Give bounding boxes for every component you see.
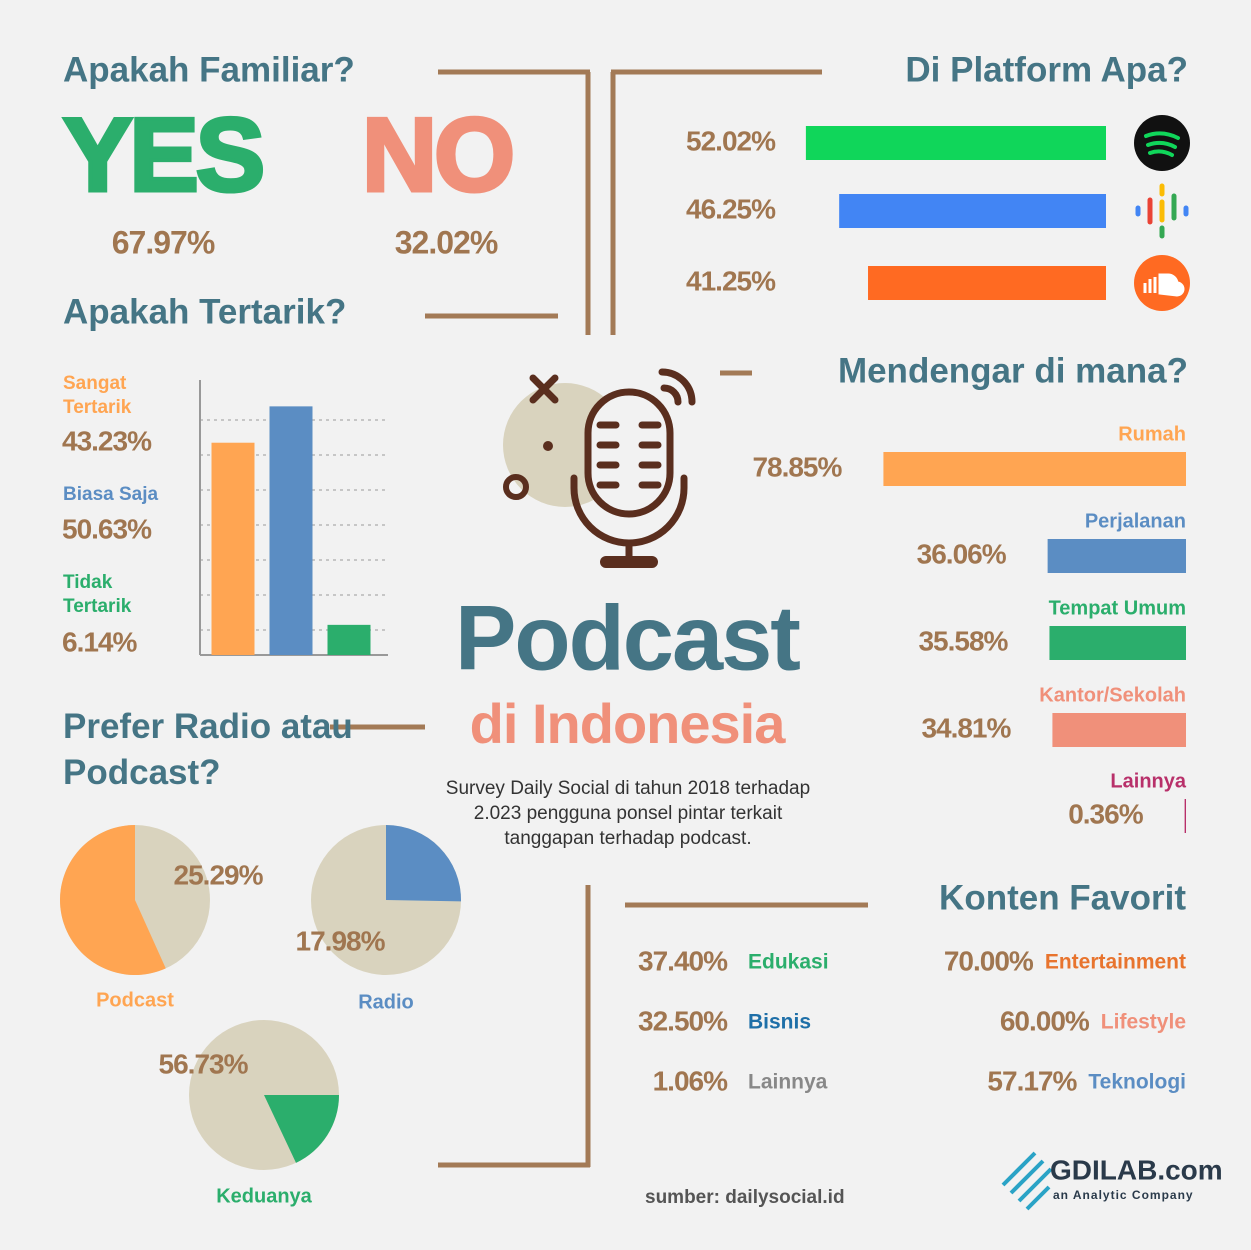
- bar: [805, 126, 1106, 160]
- section-title: Prefer Radio atau Podcast?: [63, 707, 353, 792]
- bar: [1184, 799, 1186, 833]
- value-label: 37.40%: [638, 945, 728, 976]
- microphone-illustration: [503, 368, 696, 568]
- logo-mark: [1001, 1151, 1053, 1211]
- bar: [211, 442, 255, 655]
- category-label: Sangat Tertarik: [63, 373, 132, 418]
- category-label: Rumah: [1118, 423, 1186, 445]
- logo-name: GDILAB.com: [1050, 1154, 1223, 1185]
- value-label: 57.17%: [987, 1065, 1077, 1096]
- category-label: Keduanya: [216, 1185, 312, 1207]
- value-label: 36.06%: [917, 538, 1007, 569]
- pie-slice: [264, 1095, 339, 1163]
- soundcloud-icon: [1134, 255, 1190, 311]
- value-label: 6.14%: [62, 626, 137, 657]
- category-label: Tidak Tertarik: [63, 572, 132, 617]
- category-label: Radio: [358, 991, 414, 1013]
- value-label: 32.02%: [395, 224, 498, 260]
- value-label: 52.02%: [686, 125, 776, 156]
- category-label: Teknologi: [1088, 1071, 1186, 1094]
- value-label: 1.06%: [653, 1065, 728, 1096]
- value-label: 17.98%: [296, 925, 386, 956]
- value-label: 43.23%: [62, 425, 152, 456]
- source: sumber: dailysocial.id: [645, 1187, 845, 1208]
- main-title: Podcast: [455, 587, 800, 689]
- description: 2.023 pengguna ponsel pintar terkait: [474, 803, 783, 824]
- value-label: 0.36%: [1068, 798, 1143, 829]
- bar: [1052, 713, 1186, 747]
- section-title: Konten Favorit: [939, 878, 1186, 917]
- value-label: 78.85%: [752, 451, 842, 482]
- category-label: Lainnya: [748, 1071, 828, 1094]
- bar: [327, 624, 371, 655]
- spotify-icon: [1134, 115, 1190, 171]
- bar: [868, 266, 1106, 300]
- category-label: Biasa Saja: [63, 484, 159, 505]
- value-label: 25.29%: [174, 859, 264, 890]
- value-label: 56.73%: [159, 1048, 249, 1079]
- answer: NO: [362, 97, 512, 213]
- category-label: Tempat Umum: [1049, 597, 1186, 619]
- section-title: Mendengar di mana?: [838, 351, 1188, 390]
- category-label: Bisnis: [748, 1011, 811, 1034]
- pie-slice: [60, 825, 166, 975]
- bar: [883, 452, 1186, 486]
- section-title: Apakah Familiar?: [63, 50, 355, 89]
- bar: [1047, 539, 1186, 573]
- section-title: Apakah Tertarik?: [63, 292, 346, 331]
- value-label: 50.63%: [62, 513, 152, 544]
- value-label: 60.00%: [1000, 1005, 1090, 1036]
- value-label: 41.25%: [686, 265, 776, 296]
- category-label: Perjalanan: [1085, 510, 1186, 532]
- answer: YES: [63, 97, 262, 213]
- value-label: 34.81%: [921, 712, 1011, 743]
- category-label: Lifestyle: [1101, 1011, 1186, 1034]
- category-label: Entertainment: [1045, 951, 1186, 974]
- bar: [269, 406, 313, 655]
- value-label: 35.58%: [918, 625, 1008, 656]
- category-label: Edukasi: [748, 951, 829, 974]
- description: tanggapan terhadap podcast.: [504, 828, 751, 849]
- google-podcasts-icon: [1135, 183, 1189, 239]
- bar: [1049, 626, 1186, 660]
- section-title: Di Platform Apa?: [905, 50, 1188, 89]
- value-label: 67.97%: [112, 224, 215, 260]
- category-label: Kantor/Sekolah: [1039, 684, 1186, 706]
- value-label: 32.50%: [638, 1005, 728, 1036]
- value-label: 70.00%: [944, 945, 1034, 976]
- logo-tagline: an Analytic Company: [1053, 1188, 1194, 1202]
- category-label: Lainnya: [1110, 770, 1186, 792]
- category-label: Podcast: [96, 989, 174, 1011]
- bar: [839, 194, 1106, 228]
- pie-slice: [386, 825, 462, 902]
- description: Survey Daily Social di tahun 2018 terhad…: [446, 778, 810, 799]
- subtitle: di Indonesia: [470, 692, 787, 755]
- value-label: 46.25%: [686, 193, 776, 224]
